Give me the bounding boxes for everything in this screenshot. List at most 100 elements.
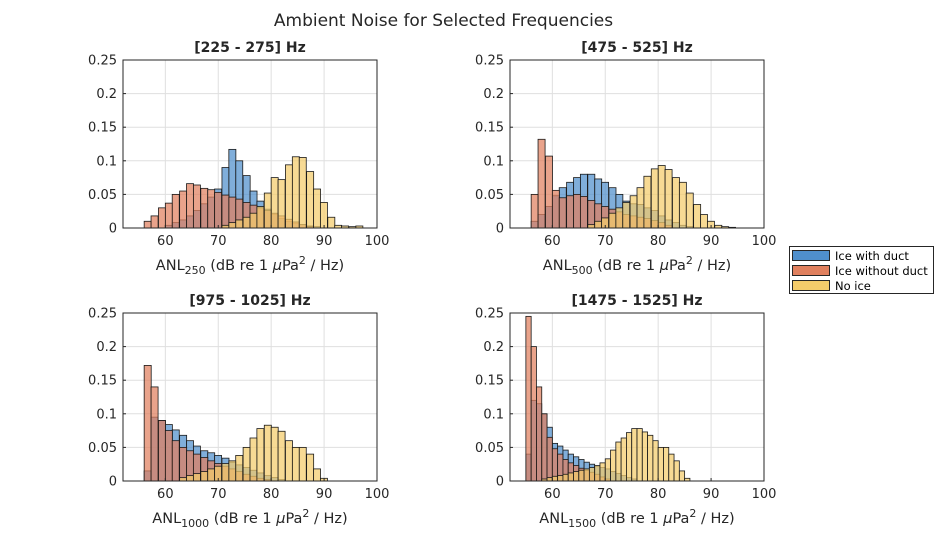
x-axis-label-part: ANL: [539, 511, 568, 527]
y-tick-label: 0.1: [483, 154, 504, 169]
bar-no-ice: [652, 440, 659, 482]
y-tick-label: 0.25: [475, 54, 504, 69]
x-axis-label-part: Pa: [672, 511, 689, 527]
bar-no-ice: [626, 432, 633, 482]
x-tick-label: 90: [703, 487, 720, 502]
bar-no-ice: [578, 469, 585, 482]
x-axis-label-part: (dB re 1: [206, 258, 273, 274]
bar-no-ice: [207, 468, 216, 482]
bar-no-ice: [567, 472, 574, 482]
bar-no-ice: [594, 220, 603, 229]
bar-no-ice: [673, 460, 680, 482]
x-axis-label-part: 1500: [568, 517, 596, 530]
bar-no-ice: [200, 471, 209, 482]
x-axis-label-part: (dB re 1: [593, 258, 660, 274]
bar-ice-without-duct: [186, 183, 194, 229]
bar-no-ice: [657, 446, 664, 482]
bar-ice-without-duct: [587, 200, 596, 229]
bar-no-ice: [551, 475, 559, 482]
x-axis-label-part: μ: [272, 258, 282, 274]
bar-ice-without-duct: [158, 420, 166, 482]
y-tick-label: 0.2: [483, 340, 504, 355]
x-axis-label-part: Pa: [282, 258, 299, 274]
bar-no-ice: [277, 179, 286, 229]
bar-no-ice: [249, 212, 258, 229]
x-axis-label-part: 250: [185, 264, 206, 277]
y-tick-label: 0.15: [88, 374, 117, 389]
subplot-title: [1475 - 1525] Hz: [571, 293, 702, 309]
bar-no-ice: [256, 206, 265, 229]
bar-no-ice: [629, 195, 638, 229]
bar-ice-without-duct: [530, 346, 537, 482]
bar-no-ice: [663, 446, 670, 482]
bar-ice-without-duct: [179, 190, 188, 229]
bar-no-ice: [228, 460, 237, 482]
bar-no-ice: [664, 169, 673, 229]
x-axis-label-part: 500: [572, 264, 593, 277]
bar-ice-without-duct: [579, 196, 588, 229]
x-axis-label-part: 2: [686, 254, 693, 267]
bar-no-ice: [610, 449, 617, 482]
subplot-title: [475 - 525] Hz: [581, 40, 693, 56]
bar-no-ice: [700, 214, 708, 229]
bar-no-ice: [636, 428, 643, 482]
x-tick-label: 60: [157, 487, 174, 502]
bar-no-ice: [249, 437, 258, 482]
bar-no-ice: [672, 177, 680, 229]
y-tick-label: 0.05: [475, 441, 504, 456]
bar-no-ice: [291, 446, 300, 482]
bar-no-ice: [298, 157, 307, 229]
subplot-3: 0 0.05 0.1 0.15 0.2 0.25 60 70 80 90 100 [975 - 102…: [88, 293, 389, 530]
y-tick-label: 0.1: [96, 154, 117, 169]
x-tick-label: 60: [544, 234, 561, 249]
bar-ice-without-duct: [536, 386, 543, 482]
y-tick-label: 0.25: [475, 307, 504, 322]
bar-no-ice: [270, 426, 279, 482]
x-tick-label: 100: [365, 234, 390, 249]
x-axis-label-part: / Hz): [306, 258, 344, 274]
legend-item-no-ice: No ice: [790, 278, 933, 293]
bar-no-ice: [668, 453, 675, 482]
bar-ice-without-duct: [214, 191, 222, 229]
bar-no-ice: [263, 424, 272, 482]
bar-ice-without-duct: [530, 193, 539, 229]
bar-no-ice: [235, 219, 244, 229]
bar-no-ice: [291, 156, 300, 229]
bar-no-ice: [242, 216, 251, 229]
x-axis-label-part: ANL: [152, 511, 181, 527]
figure-title: Ambient Noise for Selected Frequencies: [273, 11, 614, 31]
x-axis-label-part: 2: [689, 507, 696, 520]
subplot-title: [975 - 1025] Hz: [189, 293, 310, 309]
x-axis-label-part: Pa: [285, 511, 302, 527]
legend-label-ice-with-duct: Ice with duct: [835, 248, 909, 263]
bar-ice-without-duct: [164, 202, 173, 229]
bar-no-ice: [685, 192, 694, 229]
x-axis-label: ANL1500 (dB re 1 μPa2 / Hz): [539, 507, 734, 530]
bar-no-ice: [270, 177, 279, 229]
legend-swatch-ice-without-duct: [792, 265, 830, 276]
y-tick-label: 0.2: [483, 87, 504, 102]
bar-no-ice: [594, 465, 601, 482]
bar-no-ice: [327, 216, 336, 229]
bar-no-ice: [657, 165, 666, 229]
bar-no-ice: [599, 462, 606, 482]
bar-no-ice: [631, 428, 638, 482]
bar-ice-without-duct: [143, 365, 152, 482]
bar-no-ice: [235, 455, 244, 482]
bar-no-ice: [693, 204, 702, 229]
bar-no-ice: [587, 224, 596, 229]
x-tick-label: 70: [597, 487, 614, 502]
bar-no-ice: [285, 164, 293, 229]
bar-no-ice: [285, 440, 293, 482]
bar-no-ice: [228, 222, 237, 229]
y-tick-label: 0.05: [475, 188, 504, 203]
y-tick-label: 0: [496, 222, 504, 237]
x-axis-label: ANL500 (dB re 1 μPa2 / Hz): [543, 254, 731, 277]
bar-no-ice: [588, 467, 596, 482]
y-tick-label: 0: [496, 475, 504, 490]
x-axis-label-part: ANL: [543, 258, 572, 274]
x-tick-label: 60: [544, 487, 561, 502]
bar-ice-without-duct: [221, 194, 230, 229]
x-tick-label: 70: [210, 487, 227, 502]
x-tick-label: 70: [597, 234, 614, 249]
